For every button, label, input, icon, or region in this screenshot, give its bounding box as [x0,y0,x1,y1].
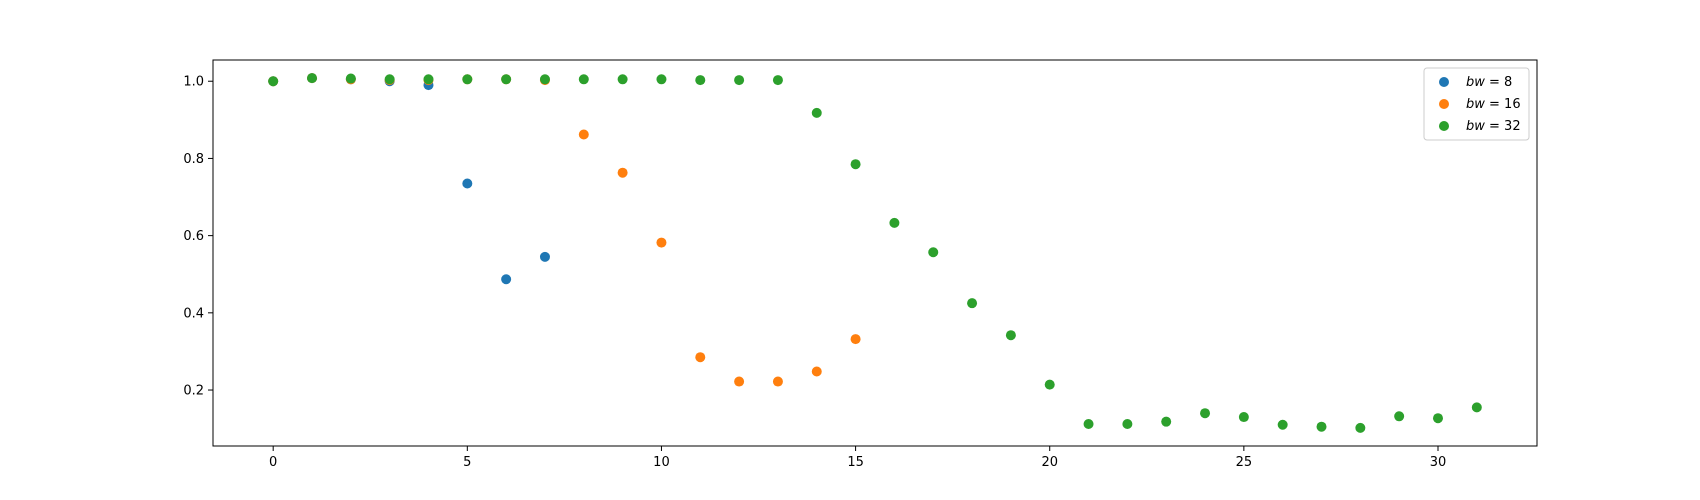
plot-area [268,73,1482,433]
data-point [578,74,589,85]
data-point [462,74,473,85]
data-point [1238,412,1249,423]
y-tick-label: 0.8 [183,152,204,167]
series-1 [268,73,550,285]
x-tick-label: 10 [653,455,670,470]
x-tick-label: 25 [1236,455,1253,470]
data-point [811,107,822,118]
data-point [1161,416,1172,427]
data-point [928,247,939,258]
x-tick-label: 15 [847,455,864,470]
data-point [1200,408,1211,419]
data-point [617,167,628,178]
series-3 [268,73,1482,433]
y-tick-label: 0.2 [183,384,204,399]
legend-marker [1439,121,1449,131]
data-point [1471,402,1482,413]
data-point [811,366,822,377]
data-point [772,75,783,86]
x-tick-label: 5 [463,455,471,470]
x-tick-label: 0 [269,455,277,470]
data-point [501,274,512,285]
y-tick-label: 0.4 [183,306,204,321]
data-point [656,74,667,85]
legend-entry: bw = 32 [1466,119,1521,134]
data-point [889,217,900,228]
data-point [1277,419,1288,430]
data-point [1432,413,1443,424]
data-point [617,74,628,85]
data-point [1005,330,1016,341]
data-point [423,74,434,85]
axes: 0 5 10 15 20 25 30 0.2 0.4 0.6 0.8 1.0 [183,59,1538,470]
data-point [1394,411,1405,422]
data-point [539,251,550,262]
data-point [345,73,356,84]
data-point [1044,379,1055,390]
data-point [656,237,667,248]
data-point [772,376,783,387]
y-tick-label: 1.0 [183,75,204,90]
data-point [695,352,706,363]
legend: bw = 8 bw = 16 bw = 32 [1423,67,1530,141]
data-point [462,178,473,189]
data-point [384,74,395,85]
y-tick-label: 0.6 [183,229,204,244]
data-point [1122,419,1133,429]
data-point [539,74,550,85]
data-point [501,74,512,85]
data-point [734,75,745,86]
data-point [967,298,978,309]
data-point [1316,421,1327,432]
x-tick-label: 20 [1041,455,1058,470]
data-point [850,159,861,170]
plot-frame [212,59,1538,447]
legend-marker [1439,77,1449,87]
data-point [1355,422,1366,433]
data-point [578,129,589,140]
data-point [307,73,318,84]
legend-entry: bw = 16 [1466,97,1521,112]
legend-marker [1439,99,1449,109]
x-tick-label: 30 [1430,455,1447,470]
legend-entry: bw = 8 [1466,75,1512,90]
legend-box [1423,67,1530,141]
data-point [695,75,706,86]
data-point [850,334,861,345]
data-point [1083,419,1094,429]
data-point [268,76,279,87]
series-2 [268,73,861,387]
data-point [734,376,745,387]
